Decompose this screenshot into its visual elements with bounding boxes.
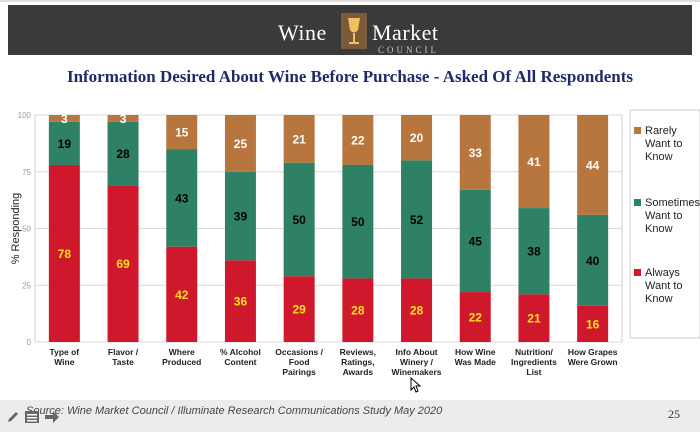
data-label: 42	[175, 288, 189, 302]
bar-segment	[166, 115, 198, 150]
data-label: 38	[527, 245, 541, 259]
bar-segment	[401, 115, 433, 161]
data-label: 36	[234, 295, 248, 309]
data-label: 25	[234, 137, 248, 151]
data-label: 50	[292, 213, 306, 227]
chart-title: Information Desired About Wine Before Pu…	[66, 67, 634, 86]
data-label: 20	[410, 131, 424, 145]
data-label: 21	[292, 132, 306, 146]
legend-box	[629, 109, 700, 339]
x-tick-label: Nutrition/Ingredients List	[511, 347, 557, 377]
bar-segment	[224, 115, 256, 172]
data-label: 43	[175, 191, 189, 205]
bar-segment	[518, 115, 550, 209]
bar-segment	[107, 115, 139, 122]
legend-swatch	[634, 199, 641, 206]
x-tick-label: Type of Wine	[50, 347, 80, 367]
data-label: 22	[469, 311, 483, 325]
pen-icon[interactable]	[6, 410, 20, 424]
wine-glass-icon	[341, 13, 367, 49]
bar-segment	[577, 214, 609, 306]
bar-segment	[459, 189, 491, 293]
data-label: 50	[351, 215, 365, 229]
data-label: 33	[469, 146, 483, 160]
x-tick-label: Occasions / Food Pairings	[275, 347, 323, 377]
x-tick-label: Flavor / Taste	[108, 347, 139, 367]
data-label: 78	[58, 247, 72, 261]
data-label: 15	[175, 126, 189, 140]
data-label: 41	[527, 155, 541, 169]
data-label: 3	[61, 112, 68, 126]
bar-segment	[283, 115, 315, 163]
data-label: 69	[116, 257, 130, 271]
y-tick-label: 0	[27, 338, 32, 347]
top-edge	[0, 0, 700, 2]
bar-segment	[107, 121, 139, 186]
legend-entry: Sometimes Want to Know	[645, 197, 700, 235]
logo-word-council: COUNCIL	[378, 45, 439, 55]
data-label: 28	[410, 304, 424, 318]
legend-entry: Always Want to Know	[645, 267, 683, 305]
legend-swatch	[634, 127, 641, 134]
data-label: 40	[586, 254, 600, 268]
y-tick-label: 75	[22, 168, 31, 177]
bar-segment	[401, 278, 433, 342]
data-label: 22	[351, 133, 365, 147]
y-tick-label: 50	[22, 225, 31, 234]
data-label: 21	[527, 312, 541, 326]
footer-bar	[0, 400, 700, 432]
bar-segment	[342, 164, 374, 279]
bar-segment	[48, 115, 80, 122]
bar-segment	[283, 276, 315, 342]
x-tick-label: How Grapes Were Grown	[568, 347, 618, 367]
bar-segment	[283, 162, 315, 277]
legend-swatch	[634, 269, 641, 276]
bar-segment	[459, 292, 491, 342]
bar-segment	[401, 160, 433, 279]
bar-segment	[166, 246, 198, 342]
bar-segment	[342, 278, 374, 342]
bar-segment	[577, 305, 609, 342]
bar-segment	[577, 115, 609, 215]
bar-segment	[518, 208, 550, 295]
slides-menu-icon[interactable]	[24, 410, 40, 424]
page-number: 25	[668, 407, 680, 421]
bar-segment	[518, 294, 550, 342]
data-label: 45	[469, 234, 483, 248]
bar-segment	[48, 121, 80, 165]
data-label: 39	[234, 210, 248, 224]
bar-segment	[166, 149, 198, 247]
x-tick-label: Where Produced	[162, 347, 201, 367]
source-note: Source: Wine Market Council / Illuminate…	[26, 405, 443, 417]
x-tick-label: Reviews, Ratings, Awards	[340, 347, 376, 377]
data-label: 44	[586, 158, 600, 172]
stacked-bar-chart: 0 25 50 75 100 % Responding 78 19 3 Type of Wine 69…	[10, 109, 700, 377]
logo-word-market: Market	[372, 20, 439, 45]
bar-segment	[107, 185, 139, 342]
y-axis-label: % Responding	[10, 193, 22, 265]
bar-segment	[342, 115, 374, 165]
data-label: 52	[410, 213, 424, 227]
y-tick-label: 25	[22, 281, 31, 290]
data-label: 16	[586, 317, 600, 331]
x-tick-label: How Wine Was Made	[455, 347, 497, 367]
x-tick-label: Info About Winery / Winemakers	[392, 347, 442, 377]
data-label: 29	[292, 303, 306, 317]
legend-entry: Rarely Want to Know	[645, 125, 683, 163]
data-label: 28	[351, 304, 365, 318]
data-label: 19	[58, 137, 72, 151]
x-tick-label: % Alcohol Content	[220, 347, 261, 367]
bar-segment	[459, 115, 491, 190]
mouse-cursor-icon	[410, 377, 422, 393]
y-tick-label: 100	[18, 111, 32, 120]
logo-word-wine: Wine	[278, 20, 327, 45]
bar-segment	[48, 164, 80, 342]
data-label: 3	[120, 112, 127, 126]
data-label: 28	[116, 147, 130, 161]
bar-segment	[224, 171, 256, 261]
next-arrow-icon[interactable]	[44, 410, 60, 424]
bar-segment	[224, 260, 256, 342]
header-banner: Wine Market COUNCIL	[8, 5, 692, 55]
